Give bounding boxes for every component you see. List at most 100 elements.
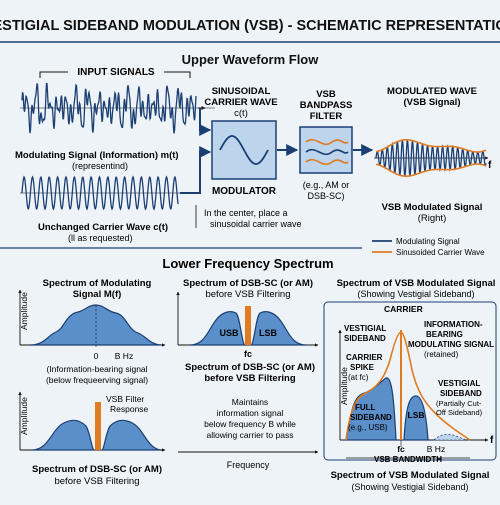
- panel3-filter-label-2: Response: [110, 404, 149, 414]
- sinusoidal-carrier-label-3: c(t): [234, 108, 248, 119]
- panel5-title-1: Spectrum of VSB Modulated Signal: [337, 278, 496, 289]
- panel5-caption-2: (Showing Vestigial Sideband): [351, 482, 468, 492]
- vsb-filter-label-1: VSB: [316, 89, 336, 100]
- vsb-modulated-sublabel: (Right): [418, 213, 447, 224]
- filter-icon-wave-orange-2: [305, 158, 349, 166]
- vsb-filter-label-3: FILTER: [310, 111, 343, 122]
- filter-icon-wave-blue: [305, 148, 349, 156]
- panel1-note-1: (Information-bearing signal: [46, 364, 147, 374]
- panel1-amplitude: Amplitude: [19, 292, 29, 330]
- sinusoidal-carrier-label-2: CARRIER WAVE: [204, 97, 277, 108]
- panel4-note-1: Maintains: [232, 397, 268, 407]
- panel2-fc: fc: [244, 349, 252, 359]
- panel4-note-2: information signal: [217, 408, 284, 418]
- panel5-vsb2-label-1: VESTIGIAL: [438, 379, 480, 388]
- panel5-info-label-1: INFORMATION-: [424, 320, 483, 329]
- panel5-info-label-2: BEARING: [426, 330, 463, 339]
- signal-to-modulator-arrow: [199, 108, 212, 136]
- panel5-frame: [323, 301, 497, 461]
- center-note-line2: sinusoidal carrier wave: [210, 219, 302, 229]
- panel3-right-shape: [101, 419, 163, 451]
- panel5-vsb-filter-curve: [345, 331, 471, 441]
- panel4-note-4: allowing carrier to pass: [207, 430, 294, 440]
- panel5-title-2: (Showing Vestigial Sideband): [357, 289, 474, 299]
- panel5-spike-label-1: CARRIER: [346, 353, 383, 362]
- sinusoidal-carrier-label: SINUSOIDAL: [212, 86, 271, 97]
- center-note-line1: In the center, place a: [204, 208, 288, 218]
- panel2-lsb-label: LSB: [259, 328, 278, 338]
- modulated-wave-sublabel: (VSB Signal): [403, 97, 460, 108]
- panel5-fc: fc: [397, 444, 405, 454]
- modulating-signal-waveform: [21, 82, 197, 134]
- panel5-carrier-label: CARRIER: [384, 304, 423, 314]
- panel5-full-label-3: (e.g., USB): [348, 423, 388, 432]
- panel2-title-1: Spectrum of DSB-SC (or AM): [183, 278, 313, 289]
- panel2-lsb-shape: [250, 311, 307, 346]
- panel5-vsb2-label-4: Off Sideband): [436, 408, 483, 417]
- modulating-signal-label: Modulating Signal (Information) m(t): [15, 150, 179, 161]
- modulating-signal-sublabel: (representind): [72, 161, 128, 171]
- panel5-vsb2-label-2: SIDEBAND: [440, 389, 482, 398]
- panel2-caption-1: Spectrum of DSB-SC (or AM): [185, 362, 315, 373]
- carrier-to-modulator-arrow: [180, 146, 212, 194]
- panel2-caption-2: before VSB Filtering: [204, 373, 296, 384]
- legend-carrier: Sinusoided Carrier Wave: [396, 248, 485, 257]
- panel3-caption-2: before VSB Filtering: [54, 476, 139, 487]
- panel3-amplitude: Amplitude: [19, 397, 29, 435]
- panel1-title-2: Signal M(f): [73, 289, 122, 300]
- vsb-modulated-label: VSB Modulated Signal: [382, 202, 483, 213]
- vsb-filter-label-2: BANDPASS: [300, 100, 353, 111]
- panel5-bandwidth: VSB BANDWIDTH: [374, 455, 442, 464]
- panel1-title-1: Spectrum of Modulating: [43, 278, 152, 289]
- panel1-tick-b: B Hz: [115, 351, 133, 361]
- panel5-amplitude: Amplitude: [339, 367, 349, 405]
- envelope-bottom: [375, 163, 487, 177]
- panel5-info-label-3: MODULATING SIGNAL: [408, 340, 494, 349]
- filter-icon-wave-orange: [305, 138, 349, 146]
- legend-modulating: Modulating Signal: [396, 237, 460, 246]
- panel5-f: f: [490, 435, 494, 446]
- panel5-carrier-spike: [400, 330, 402, 440]
- panel3-filter-response: [95, 402, 101, 450]
- panel5-caption-1: Spectrum of VSB Modulated Signal: [331, 470, 490, 481]
- panel2-usb-shape: [189, 311, 246, 346]
- panel5-vsb2-label-3: (Partially Cut-: [436, 399, 482, 408]
- panel5-vestigial-label-1: VESTIGIAL: [344, 324, 386, 333]
- panel5-full-label-1: FULL: [355, 403, 376, 412]
- filter-note-line1: (e.g., AM or: [303, 180, 350, 190]
- panel5-vestigial-label-2: SIDEBAND: [344, 334, 386, 343]
- carrier-waveform: [21, 175, 179, 211]
- panel5-bhz: B Hz: [427, 444, 445, 454]
- modulator-sine-icon: [219, 135, 269, 165]
- panel3-caption-1: Spectrum of DSB-SC (or AM): [32, 464, 162, 475]
- upper-heading: Upper Waveform Flow: [182, 52, 320, 67]
- modulated-wave-label: MODULATED WAVE: [387, 86, 477, 97]
- panel2-usb-label: USB: [219, 328, 239, 338]
- panel1-tick-0: 0: [94, 351, 99, 361]
- carrier-wave-sublabel: (ll as requested): [68, 233, 133, 243]
- panel5-lsb-shape: [403, 395, 429, 441]
- panel5-spike-label-3: (at fc): [348, 373, 369, 382]
- panel3-filter-label-1: VSB Filter: [106, 394, 144, 404]
- panel5-cut-off-sideband: [433, 433, 467, 441]
- lower-heading: Lower Frequency Spectrum: [162, 256, 333, 271]
- panel5-spike-label-2: SPIKE: [350, 363, 375, 372]
- filter-note-line2: DSB-SC): [307, 191, 344, 201]
- upper-f-axis: f: [488, 160, 492, 171]
- input-signals-label: INPUT SIGNALS: [77, 67, 155, 78]
- main-title: VESTIGIAL SIDEBAND MODULATION (VSB) - SC…: [0, 18, 500, 34]
- panel2-carrier: [245, 306, 251, 345]
- panel1-note-2: (below frequeerving signal): [46, 375, 148, 385]
- panel5-full-label-2: SIDEBAND: [350, 413, 392, 422]
- panel5-lsb-label: LSB: [408, 410, 425, 420]
- panel5-info-label-4: (retained): [424, 350, 459, 359]
- panel2-title-2: before VSB Filtering: [205, 289, 290, 300]
- envelope-top: [375, 139, 487, 153]
- carrier-wave-label: Unchanged Carrier Wave c(t): [38, 222, 168, 233]
- panel4-frequency: Frequency: [227, 460, 270, 470]
- modulator-label: MODULATOR: [212, 186, 277, 197]
- panel3-left-shape: [31, 419, 95, 451]
- panel4-note-3: below frequency B while: [204, 419, 296, 429]
